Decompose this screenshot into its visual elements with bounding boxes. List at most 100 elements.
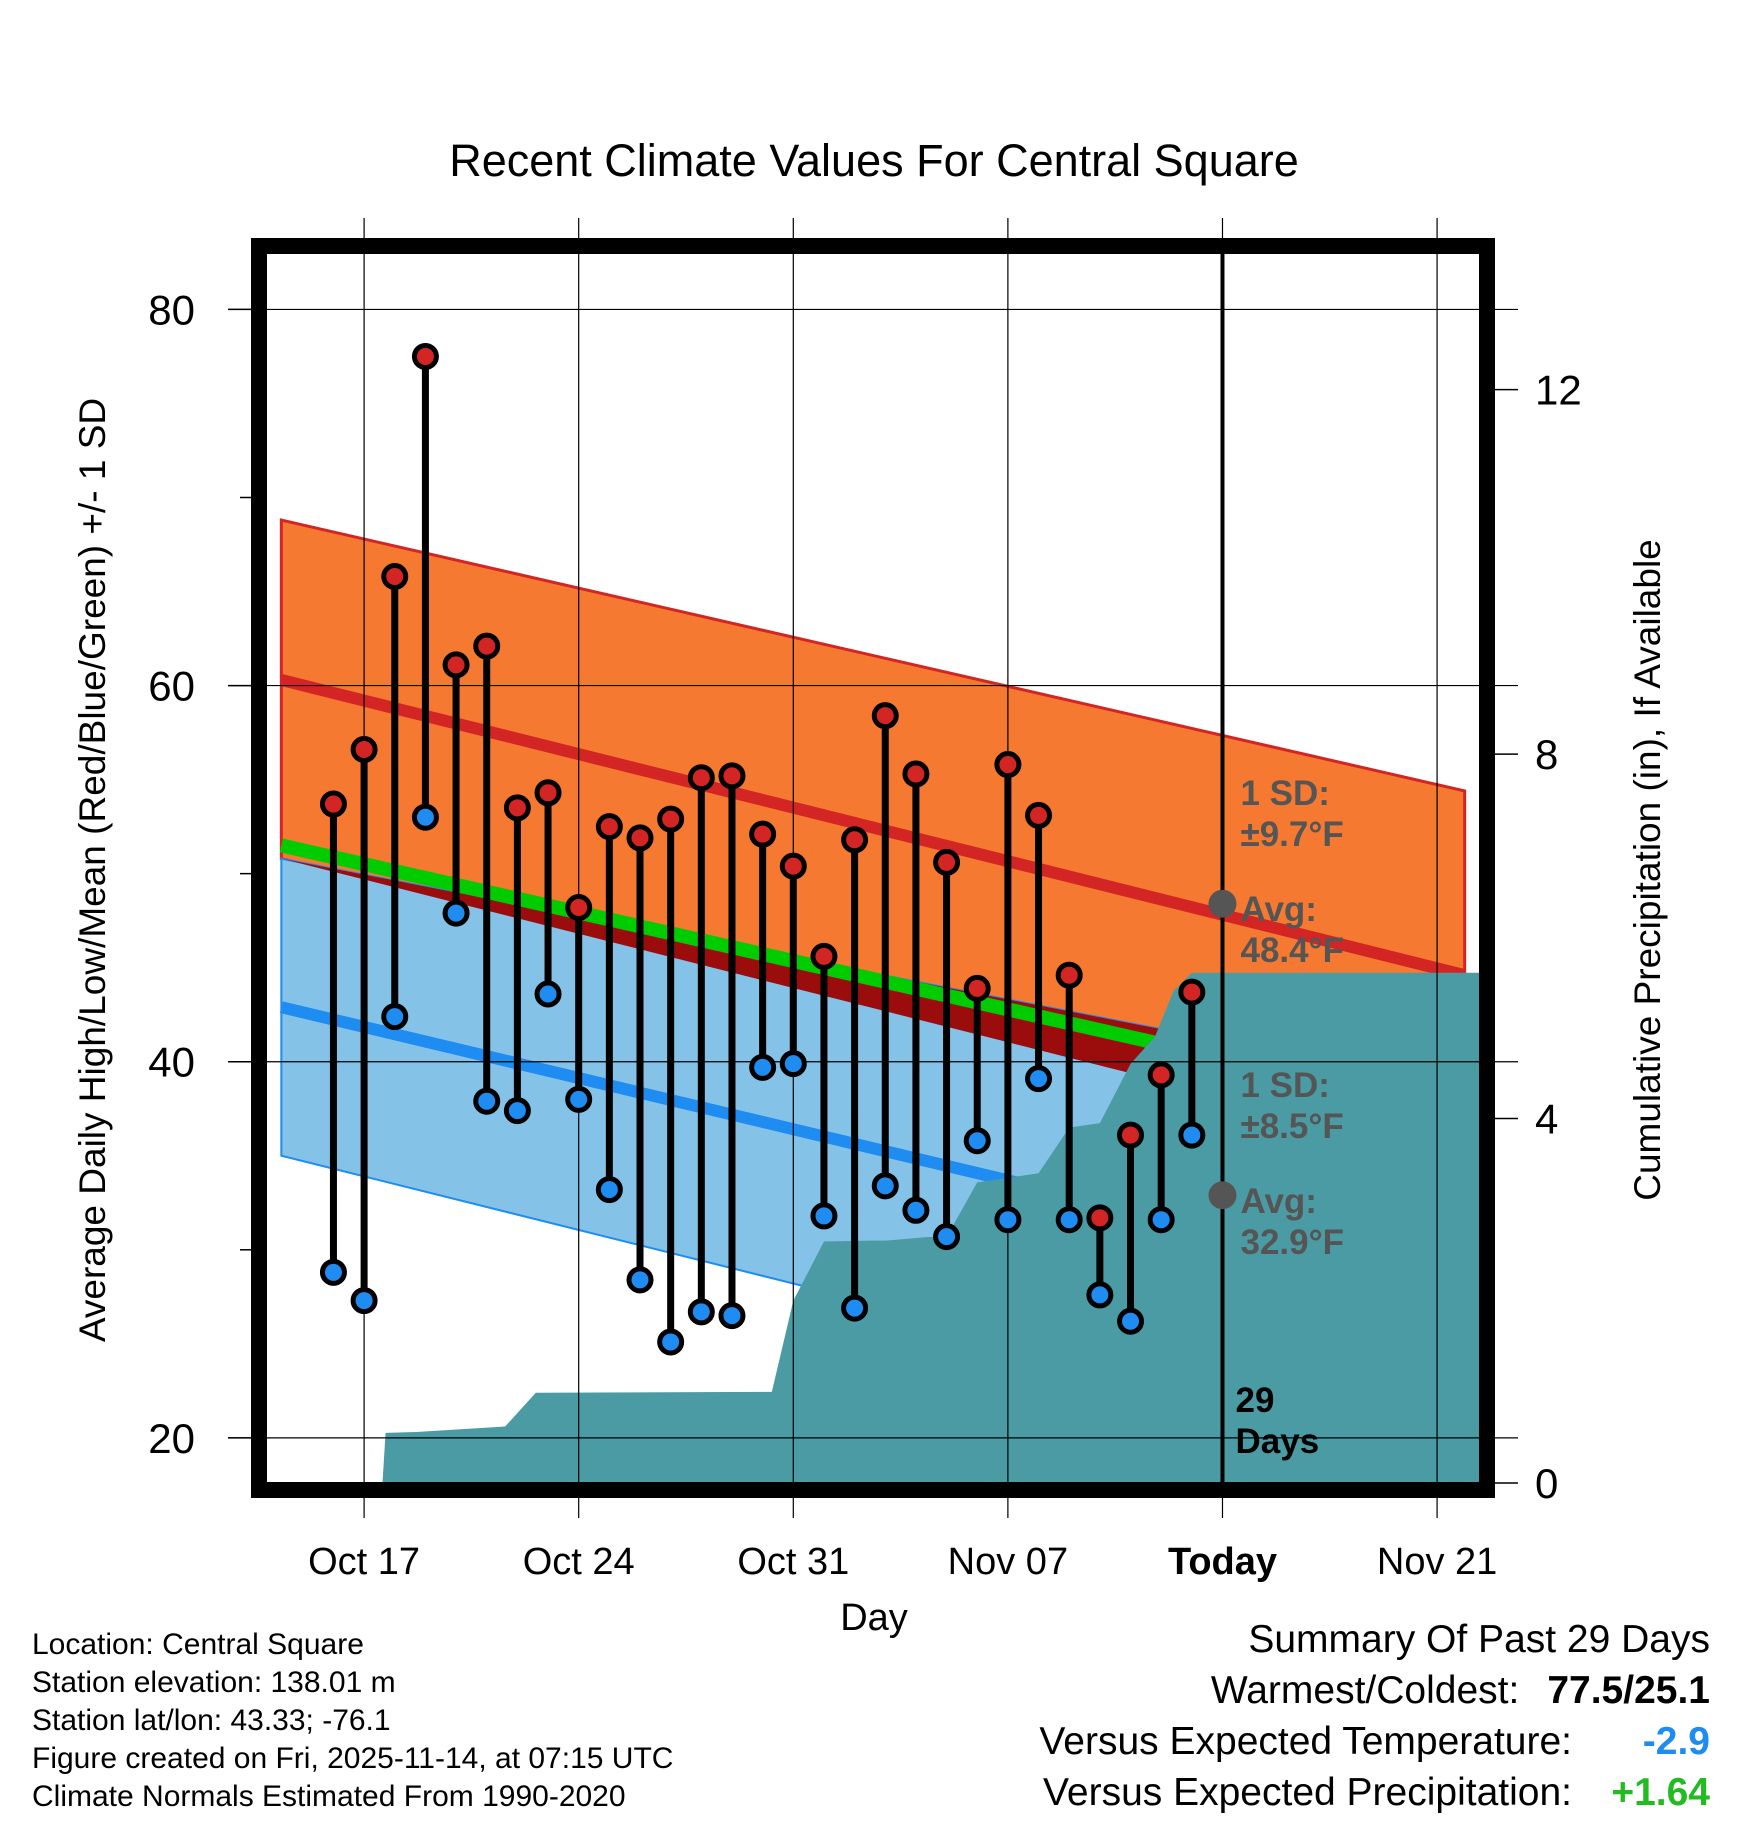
obs-high-point [657,805,685,833]
obs-low-point [963,1127,991,1155]
obs-low-point [442,899,470,927]
obs-high-point [381,562,409,590]
days-count: 29 [1235,1381,1274,1420]
warmest-label: Warmest/Coldest: [1210,1669,1520,1712]
obs-low-point [534,980,562,1008]
obs-high-point [779,852,807,880]
obs-high-point [1025,801,1053,829]
high-sd-value: ±9.7°F [1240,815,1343,854]
x-tick-label: Oct 17 [308,1541,420,1583]
obs-high-point [749,820,777,848]
high-normal-line [279,674,1467,982]
obs-low-point [657,1328,685,1356]
obs-high-point [994,751,1022,779]
obs-low-point [841,1294,869,1322]
station-info: Location: Central Square Station elevati… [32,1626,673,1816]
y-right-tick-label: 0 [1535,1460,1558,1507]
summary-warmest-row: Warmest/Coldest: 77.5/25.1 [1039,1665,1710,1716]
y-right-tick-label: 4 [1535,1096,1558,1143]
obs-low-point [411,803,439,831]
obs-high-point [933,848,961,876]
y-left-tick-label: 40 [148,1039,195,1086]
obs-high-point [442,651,470,679]
obs-high-point [810,942,838,970]
location-text: Location: Central Square [32,1628,364,1661]
low-avg-label: Avg: [1240,1182,1316,1221]
y-axis-right-label: Cumulative Precipitation (in), If Availa… [1627,539,1668,1201]
obs-low-point [749,1053,777,1081]
obs-low-point [350,1287,378,1315]
days-label: Days [1235,1422,1319,1461]
obs-high-point [626,824,654,852]
y-right-tick-label: 12 [1535,367,1582,414]
low-sd-value: ±8.5°F [1240,1107,1343,1146]
obs-high-point [350,736,378,764]
obs-high-point [1147,1061,1175,1089]
x-tick-label: Today [1168,1541,1277,1583]
obs-high-point [902,760,930,788]
x-tick-label: Oct 31 [737,1541,849,1583]
obs-low-point [1178,1121,1206,1149]
obs-low-point [473,1087,501,1115]
high-avg-label: Avg: [1240,890,1316,929]
summary-temp-row: Versus Expected Temperature: -2.9 [1039,1716,1710,1767]
x-tick-label: Oct 24 [523,1541,635,1583]
obs-high-point [1178,978,1206,1006]
temp-value: -2.9 [1642,1720,1710,1763]
summary-title: Summary Of Past 29 Days [1248,1618,1710,1661]
high-sd-label: 1 SD: [1240,774,1329,813]
obs-low-point [595,1176,623,1204]
low-sd-label: 1 SD: [1240,1066,1329,1105]
obs-high-point [411,342,439,370]
obs-high-point [534,779,562,807]
obs-low-point [1025,1065,1053,1093]
obs-low-point [381,1003,409,1031]
x-tick-label: Nov 07 [948,1541,1068,1583]
warmest-value: 77.5/25.1 [1547,1669,1710,1712]
obs-low-point [810,1202,838,1230]
y-left-tick-label: 60 [148,663,195,710]
obs-low-point [1086,1281,1114,1309]
obs-low-point [503,1097,531,1125]
y-left-tick-label: 80 [148,286,195,333]
obs-high-point [1117,1121,1145,1149]
obs-low-point [1117,1307,1145,1335]
y-axis-left-label: Average Daily High/Low/Mean (Red/Blue/Gr… [72,398,113,1342]
obs-high-point [503,794,531,822]
obs-low-point [565,1085,593,1113]
precip-area [382,972,1480,1483]
x-axis-label: Day [840,1597,908,1639]
obs-high-point [963,974,991,1002]
plot-frame [251,238,1495,1498]
obs-high-point [871,702,899,730]
created-text: Figure created on Fri, 2025-11-14, at 07… [32,1742,674,1775]
obs-low-point [687,1298,715,1326]
low-avg-value: 32.9°F [1240,1223,1344,1262]
normals-text: Climate Normals Estimated From 1990-2020 [32,1780,626,1813]
elevation-text: Station elevation: 138.01 m [32,1666,396,1699]
obs-high-point [1055,961,1083,989]
obs-low-point [1147,1206,1175,1234]
y-right-tick-label: 8 [1535,731,1558,778]
summary-panel: Summary Of Past 29 Days Warmest/Coldest:… [1039,1614,1710,1818]
obs-low-point [626,1266,654,1294]
obs-low-point [779,1050,807,1078]
obs-high-point [565,893,593,921]
summary-precip-row: Versus Expected Precipitation: +1.64 [1039,1767,1710,1818]
obs-high-point [473,632,501,660]
obs-low-point [933,1223,961,1251]
chart-title: Recent Climate Values For Central Square [449,135,1299,186]
latlon-text: Station lat/lon: 43.33; -76.1 [32,1704,391,1737]
x-tick-label: Nov 21 [1377,1541,1497,1583]
obs-high-point [687,764,715,792]
today-low-avg-marker [1208,1181,1237,1210]
obs-low-point [319,1258,347,1286]
obs-high-point [718,762,746,790]
obs-low-point [994,1206,1022,1234]
obs-low-point [871,1172,899,1200]
obs-high-point [841,826,869,854]
y-left-tick-label: 20 [148,1415,195,1462]
precip-value: +1.64 [1611,1771,1710,1814]
